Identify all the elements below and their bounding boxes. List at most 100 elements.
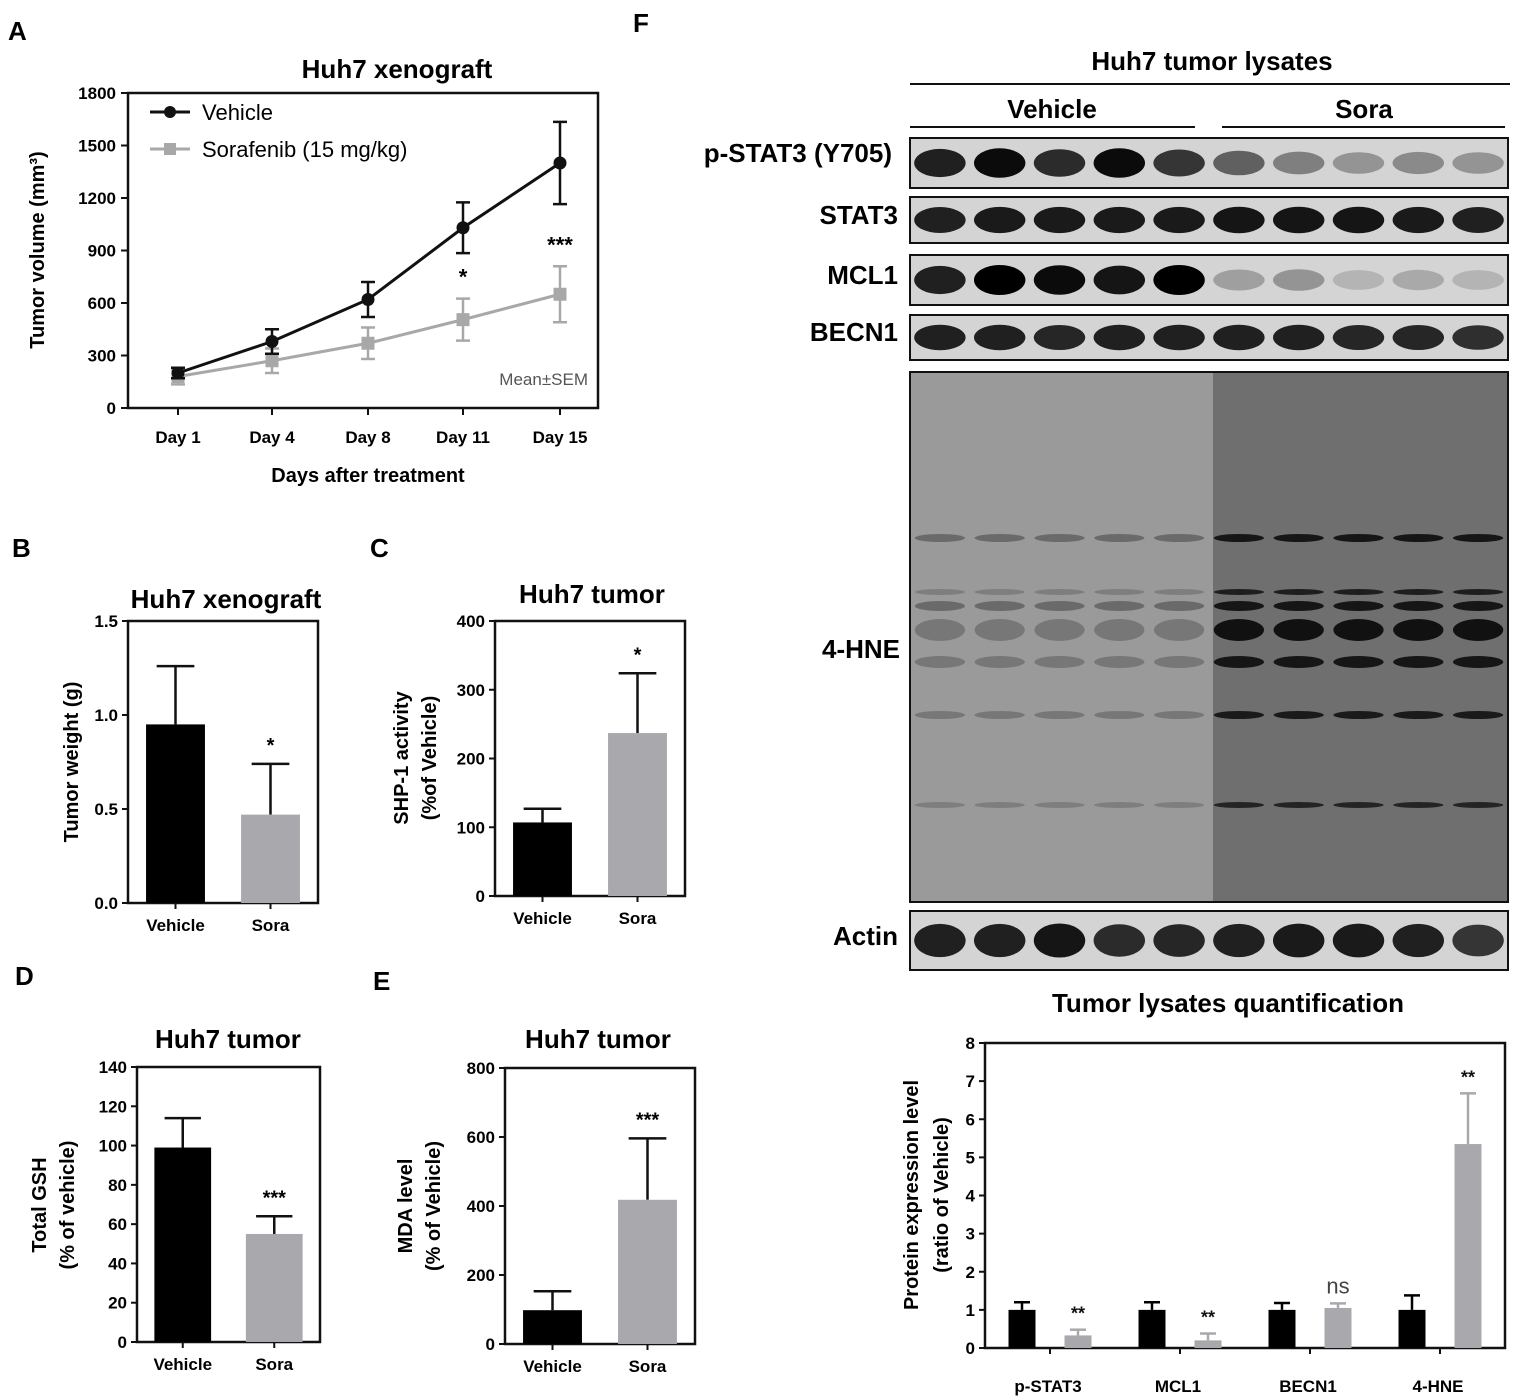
- blot-band: [1213, 802, 1265, 808]
- blot-band: [1153, 149, 1205, 177]
- panel-letter-e: E: [373, 966, 390, 996]
- panel-a-xtick-label: Day 15: [533, 428, 588, 447]
- panel-letter-f: F: [633, 8, 649, 38]
- ytick-label: 400: [457, 612, 485, 631]
- blot-band: [1452, 152, 1504, 174]
- blot-band: [1034, 619, 1085, 641]
- blot-row-5: Actin: [833, 910, 1509, 971]
- blot-band: [1034, 589, 1085, 595]
- blot-band: [1094, 589, 1145, 595]
- panel-a-significance-mark: *: [459, 265, 468, 290]
- blot-band: [1033, 149, 1086, 177]
- blot-band: [974, 656, 1025, 668]
- blot-band: [1273, 601, 1324, 611]
- blot-band: [1393, 656, 1444, 668]
- panel-a-point: [265, 335, 279, 348]
- blot-band: [1213, 206, 1265, 234]
- ytick-label: 200: [467, 1266, 495, 1285]
- ytick-label: 100: [99, 1137, 127, 1156]
- blot-band: [1333, 802, 1384, 808]
- blot-band: [1333, 534, 1384, 542]
- blot-band: [1034, 601, 1085, 611]
- quant-frame: [983, 1041, 1507, 1350]
- blot-band: [1033, 265, 1086, 295]
- panel-frame: [126, 619, 320, 905]
- blot-band: [974, 589, 1025, 595]
- ytick-label: 400: [467, 1197, 495, 1216]
- panel-a-ytick-label: 900: [88, 242, 116, 261]
- blot-band: [1393, 601, 1444, 611]
- blot-band: [1153, 656, 1205, 668]
- blot-band: [1273, 802, 1324, 808]
- ylabel: MDA level: [395, 1159, 417, 1254]
- blot-band: [1392, 206, 1445, 234]
- blot-band: [1272, 206, 1325, 234]
- blot-band: [1034, 802, 1085, 808]
- blot-band: [914, 534, 966, 542]
- blot-row-label: p-STAT3 (Y705): [704, 138, 892, 168]
- blot-band: [974, 802, 1025, 808]
- quant-ytick-label: 8: [966, 1034, 975, 1053]
- panel-title: Huh7 xenograft: [131, 584, 322, 614]
- blot-row-label: 4-HNE: [822, 634, 900, 664]
- ytick-label: 600: [467, 1128, 495, 1147]
- panel-a-xtick-label: Day 4: [249, 428, 295, 447]
- panel-f-western-blot: Huh7 tumor lysates Vehicle Sora p-STAT3 …: [704, 46, 1510, 971]
- blot-band: [973, 265, 1026, 295]
- blot-band: [1213, 711, 1265, 719]
- bar-sora: [245, 1233, 303, 1342]
- panel-a-point: [265, 354, 279, 368]
- blot-row-label: BECN1: [810, 317, 898, 347]
- significance-mark: *: [267, 735, 275, 757]
- bar-vehicle: [154, 1147, 212, 1342]
- blot-band: [1393, 802, 1444, 808]
- blot-band: [1213, 619, 1265, 641]
- blot-band: [1034, 711, 1085, 719]
- panel-a-ytick-label: 0: [107, 399, 116, 418]
- blot-band: [1452, 601, 1504, 611]
- xtick-label: Sora: [619, 909, 657, 928]
- quant-bar-vehicle: [1138, 1309, 1166, 1348]
- blot-band: [1213, 150, 1265, 176]
- ytick-label: 1.5: [94, 612, 118, 631]
- xtick-label: Sora: [255, 1355, 293, 1374]
- blot-band: [1452, 802, 1504, 808]
- ylabel-line-2: (%of Vehicle): [419, 696, 441, 820]
- ytick-label: 0.5: [94, 800, 118, 819]
- blot-band: [973, 923, 1026, 958]
- blot-band: [1452, 589, 1504, 595]
- blot-band: [1273, 619, 1324, 641]
- panel-b-bar-chart: Huh7 xenograft 0.0 0.5 1.0 1.5 Vehicle Sora * Tu…: [61, 584, 322, 935]
- panel-a-significance: ****: [459, 232, 574, 289]
- blot-band: [1094, 534, 1145, 542]
- xtick-label: Vehicle: [146, 916, 205, 935]
- quant-bar-sora: [1454, 1144, 1482, 1348]
- blot-band: [1393, 534, 1444, 542]
- blot-band: [1153, 924, 1205, 957]
- blot-band: [1213, 923, 1265, 958]
- blot-band: [914, 601, 966, 611]
- blot-row-3: BECN1: [810, 314, 1509, 361]
- bar-vehicle: [513, 822, 572, 896]
- blot-band: [1272, 151, 1325, 175]
- panel-a-series: [171, 120, 567, 386]
- blot-band: [1452, 619, 1504, 641]
- quant-title: Tumor lysates quantification: [1052, 988, 1404, 1018]
- quant-xtick-label: 4-HNE: [1412, 1377, 1463, 1396]
- panel-title: Huh7 tumor: [155, 1024, 301, 1054]
- panel-title: Huh7 tumor: [525, 1024, 671, 1054]
- ytick-label: 200: [457, 750, 485, 769]
- bar-sora: [608, 733, 667, 896]
- quant-significance-mark: ns: [1326, 1273, 1349, 1298]
- panel-a-point: [361, 336, 375, 350]
- blot-band: [1153, 802, 1205, 808]
- blot-band: [1393, 589, 1444, 595]
- panel-a-y-ticks: 0 300 600 900 1200 1500 1800: [78, 84, 128, 418]
- quant-bar-sora: [1324, 1307, 1352, 1348]
- panel-a-xlabel: Days after treatment: [271, 465, 465, 487]
- panel-letter-a: A: [8, 16, 27, 46]
- ytick-label: 0: [486, 1335, 495, 1354]
- blot-band: [1213, 324, 1265, 351]
- blot-band: [1153, 601, 1205, 611]
